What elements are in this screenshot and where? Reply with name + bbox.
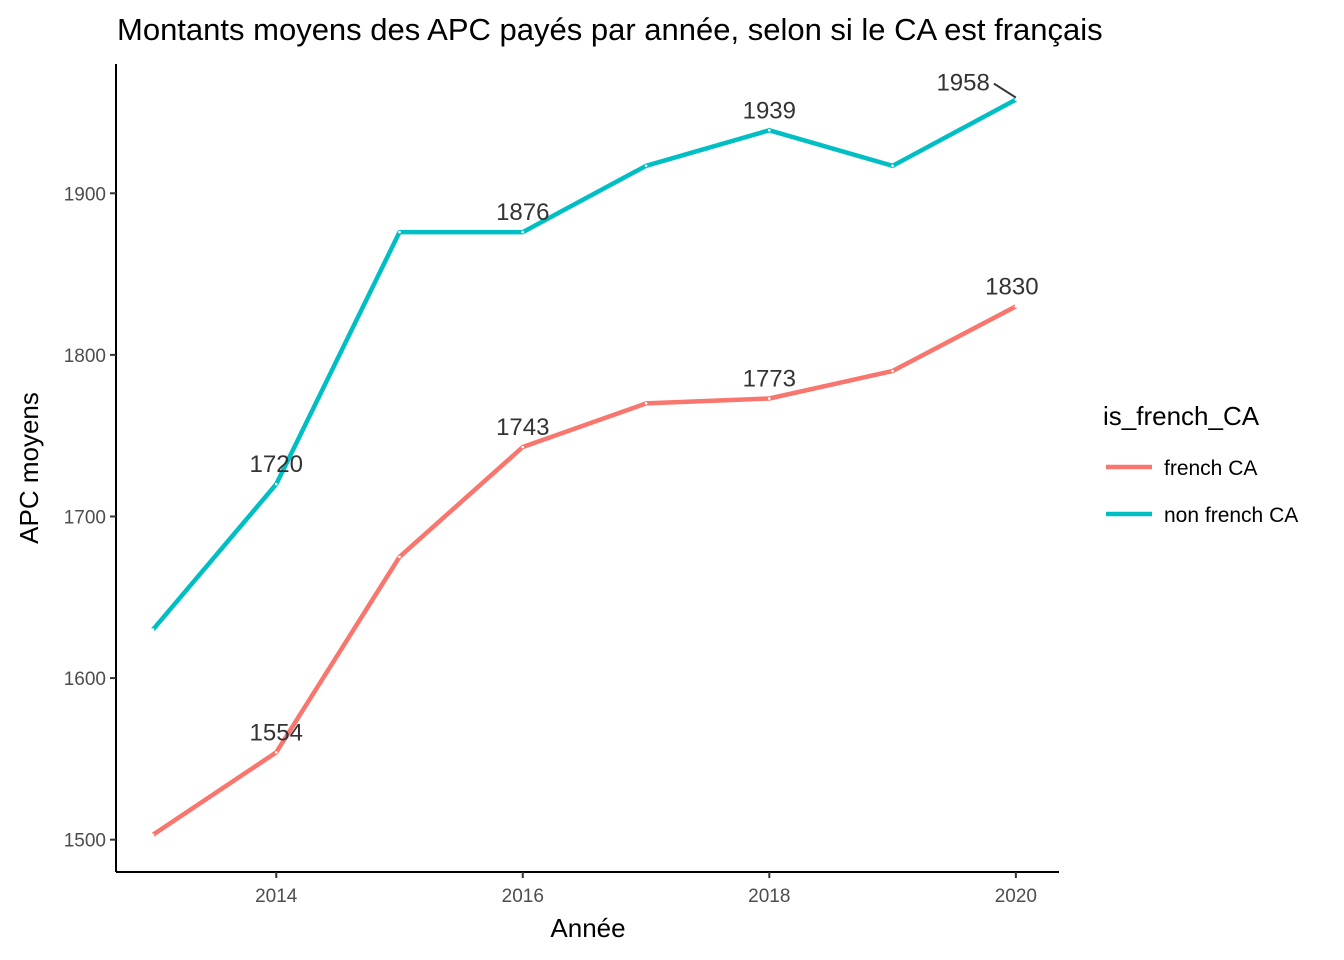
- legend-label: non french CA: [1164, 504, 1298, 527]
- legend-label: french CA: [1164, 457, 1257, 480]
- y-tick-label: 1600: [64, 669, 106, 690]
- data-label: 1876: [496, 199, 549, 226]
- y-axis-ticks: 1500 1600 1700 1800 1900: [64, 184, 116, 852]
- x-tick-label: 2020: [995, 886, 1037, 907]
- series-line-non-french-ca: [151, 97, 1017, 632]
- x-axis-title: Année: [550, 913, 625, 943]
- data-point: [1014, 98, 1018, 101]
- y-axis-title: APC moyens: [14, 392, 44, 544]
- series-line-french-ca: [151, 304, 1017, 837]
- data-point: [768, 128, 771, 132]
- data-point: [891, 164, 894, 168]
- data-point: [644, 402, 648, 405]
- chart-title: Montants moyens des APC payés par année,…: [117, 12, 1103, 47]
- data-point: [151, 833, 155, 837]
- data-point: [398, 555, 401, 559]
- data-point: [521, 230, 525, 234]
- data-label: 1830: [985, 273, 1038, 300]
- data-point: [768, 397, 771, 400]
- data-label: 1743: [496, 414, 549, 441]
- y-tick-label: 1500: [64, 831, 106, 852]
- data-point: [274, 751, 278, 754]
- y-tick-label: 1900: [64, 184, 106, 205]
- data-point: [274, 482, 278, 486]
- plot-area: 1554 1743 1773 1830 1720 1876 1939 1958: [151, 70, 1039, 837]
- data-point: [521, 445, 525, 449]
- data-label: 1939: [743, 97, 796, 124]
- x-tick-label: 2016: [502, 886, 544, 907]
- x-tick-label: 2014: [255, 886, 298, 907]
- data-label: 1554: [250, 719, 303, 746]
- legend: is_french_CA french CA non french CA: [1103, 401, 1298, 527]
- data-label: 1773: [743, 366, 796, 393]
- data-point: [151, 628, 155, 631]
- data-label: 1958: [936, 70, 989, 97]
- data-point: [398, 230, 401, 234]
- y-tick-label: 1800: [64, 346, 106, 367]
- data-point: [891, 369, 894, 373]
- data-point: [1014, 305, 1018, 308]
- data-point: [644, 164, 648, 168]
- y-tick-label: 1700: [64, 507, 106, 528]
- data-label: 1720: [250, 451, 303, 478]
- x-tick-label: 2018: [748, 886, 790, 907]
- x-axis-ticks: 2014 2016 2018 2020: [255, 872, 1037, 907]
- legend-title: is_french_CA: [1103, 401, 1260, 431]
- label-leader-line: [993, 82, 1017, 99]
